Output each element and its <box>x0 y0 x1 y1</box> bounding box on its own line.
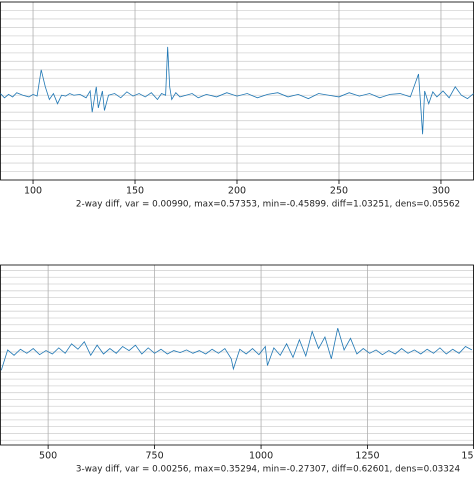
x-tick-label: 1250 <box>355 451 379 462</box>
x-tick-label: 300 <box>432 186 450 197</box>
x-tick-label: 1500 <box>461 451 474 462</box>
x-axis-label: 2-way diff, var = 0.00990, max=0.57353, … <box>76 200 460 210</box>
x-tick-label: 1000 <box>249 451 273 462</box>
x-tick-label: 500 <box>39 451 57 462</box>
x-tick-label: 150 <box>126 186 144 197</box>
x-axis-label: 3-way diff, var = 0.00256, max=0.35294, … <box>76 465 461 475</box>
plot-frame <box>0 264 474 446</box>
data-line <box>0 46 474 135</box>
data-line <box>0 328 473 371</box>
x-tick-label: 200 <box>228 186 246 197</box>
x-tick-label: 250 <box>330 186 348 197</box>
x-tick-label: 750 <box>146 451 164 462</box>
x-tick-label: 100 <box>24 186 42 197</box>
